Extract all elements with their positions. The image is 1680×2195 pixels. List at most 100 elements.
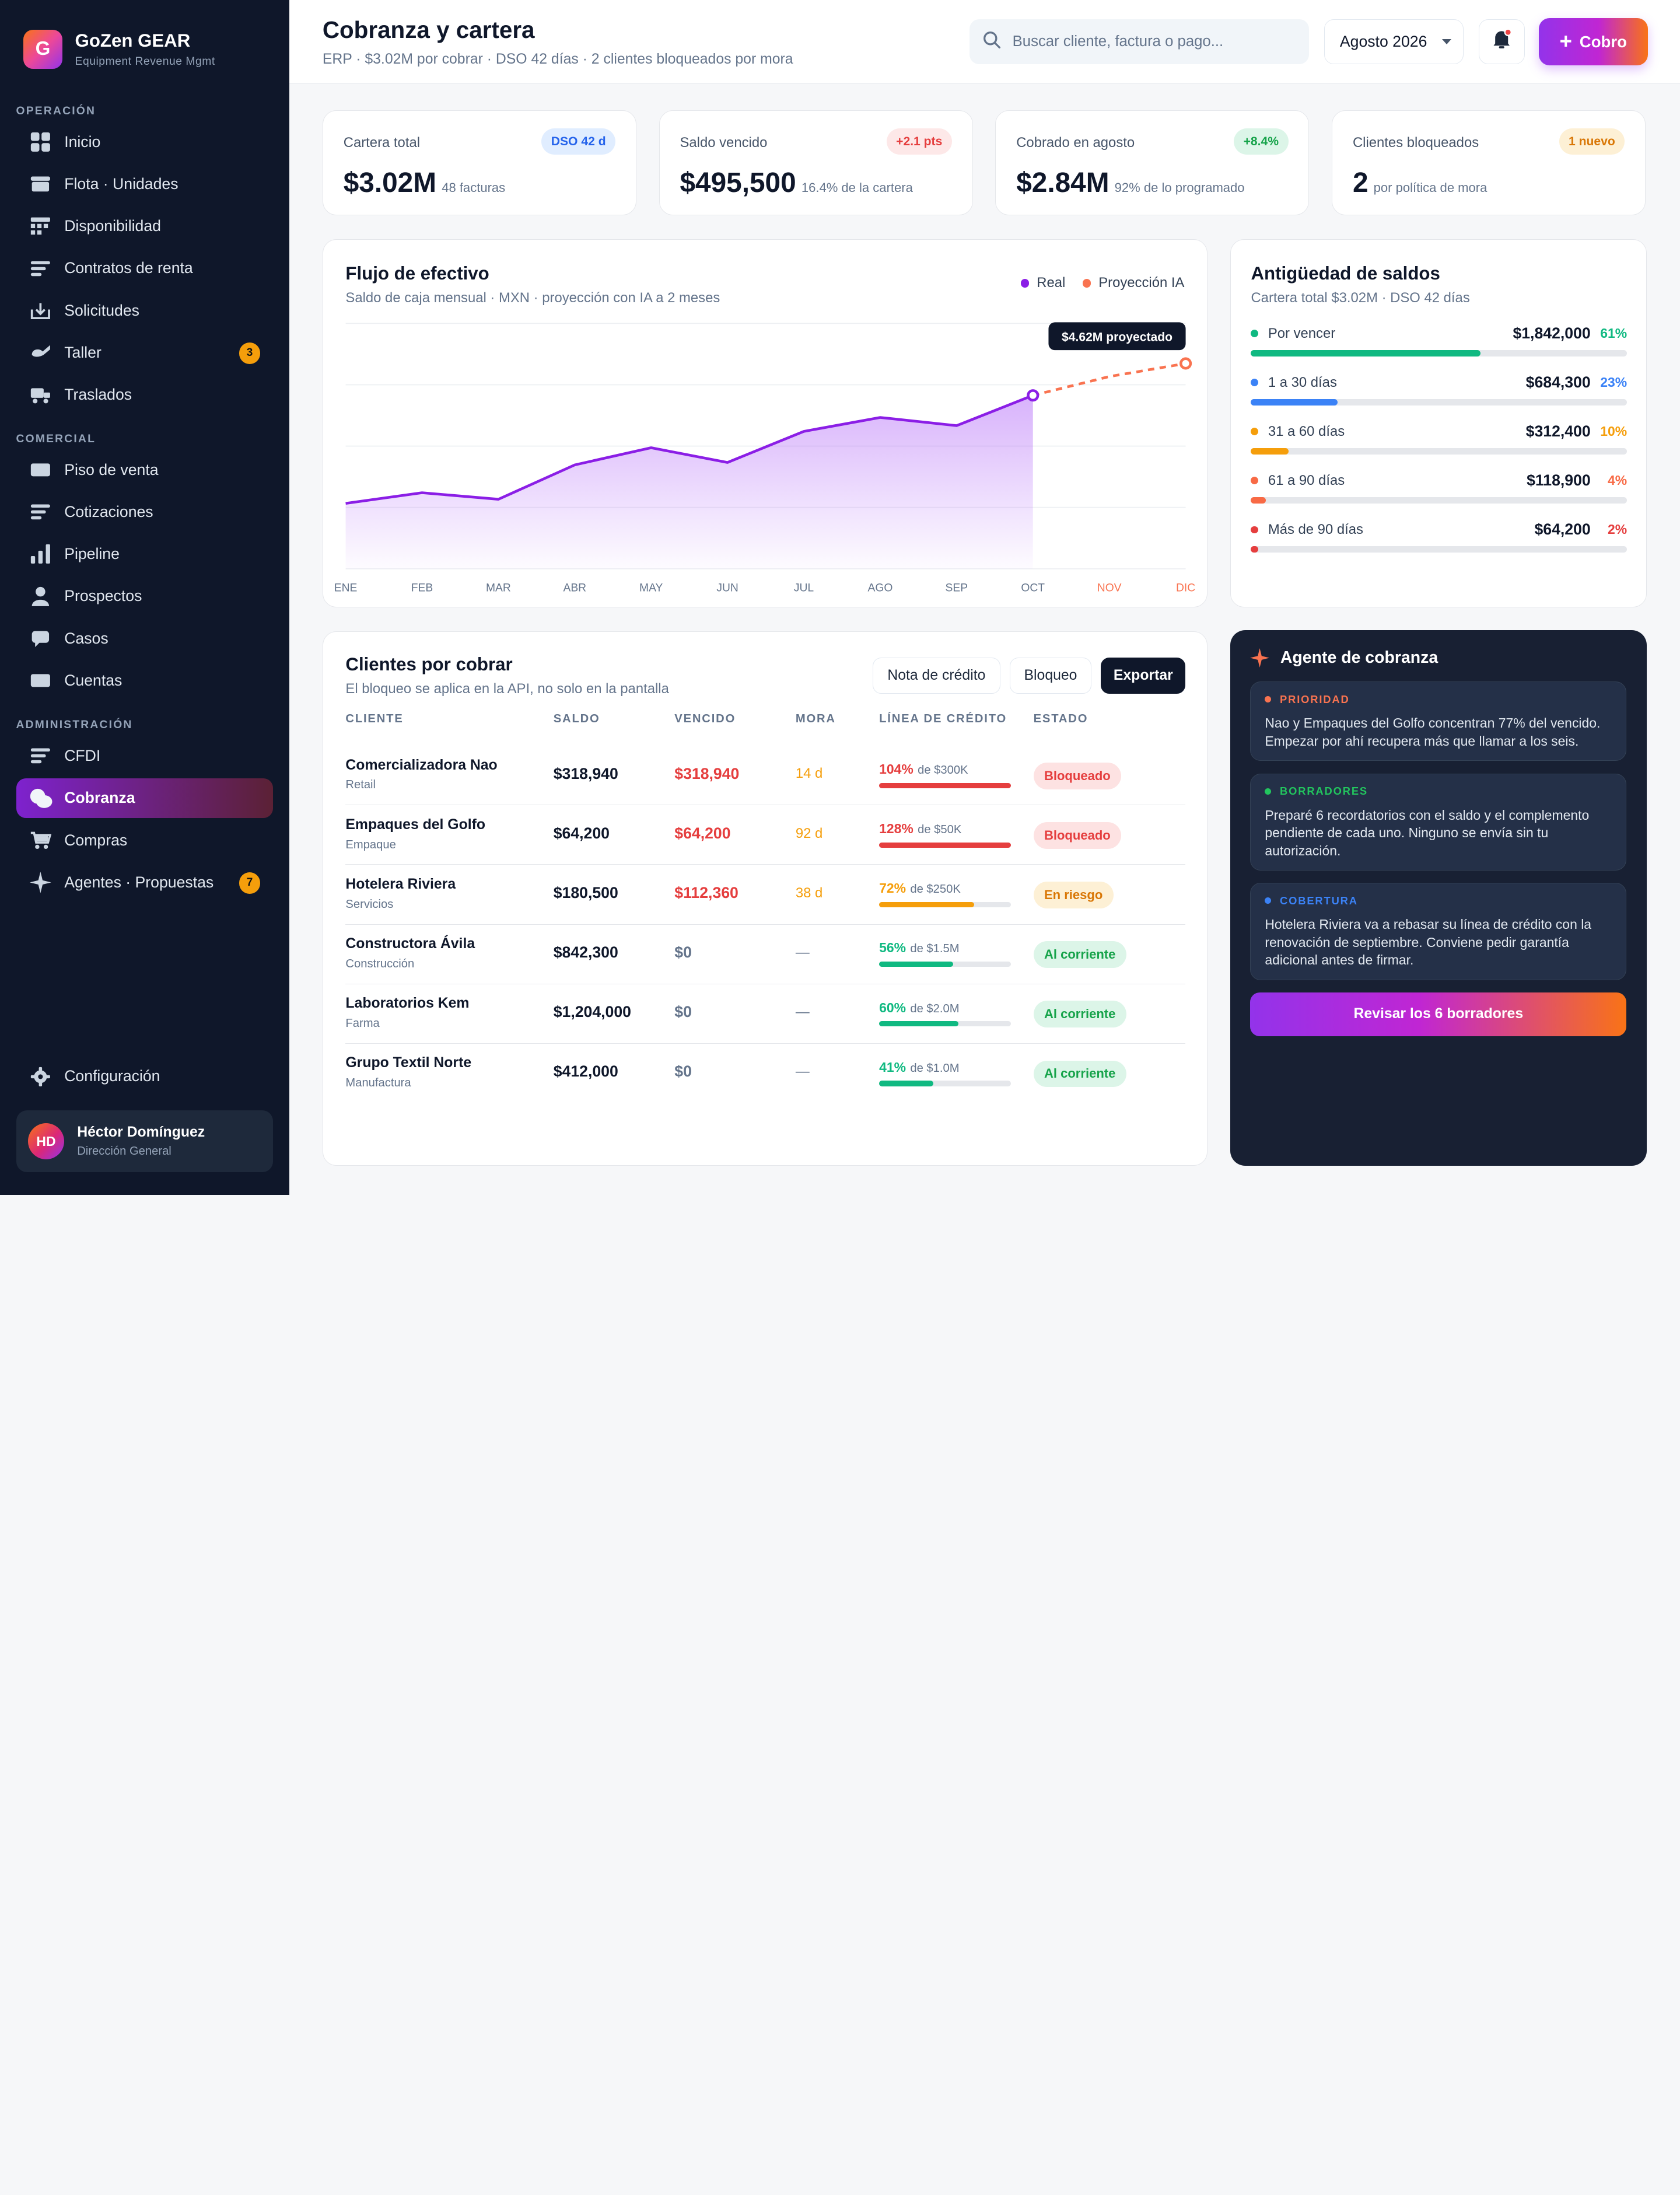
aging-bar-track bbox=[1251, 399, 1627, 406]
credit-usage: 104%de $300K bbox=[879, 761, 968, 777]
sidebar-item-label: Flota · Unidades bbox=[64, 175, 178, 193]
sidebar-item-casos[interactable]: Casos bbox=[16, 618, 274, 658]
credit-limit: de $300K bbox=[918, 764, 968, 777]
sidebar-item-solicitudes[interactable]: Solicitudes bbox=[16, 291, 274, 330]
x-tick-label: JUN bbox=[716, 582, 738, 594]
sidebar-item-disponibilidad[interactable]: Disponibilidad bbox=[16, 207, 274, 246]
new-payment-label: Cobro bbox=[1580, 33, 1627, 51]
credit-note-button[interactable]: Nota de crédito bbox=[873, 658, 1000, 694]
sidebar-item-label: Prospectos bbox=[64, 587, 142, 605]
sidebar-item-cuentas[interactable]: Cuentas bbox=[16, 660, 274, 700]
sidebar-item-cfdi[interactable]: CFDI bbox=[16, 736, 274, 776]
chat-icon bbox=[29, 627, 52, 650]
sidebar-item-inicio[interactable]: Inicio bbox=[16, 122, 274, 162]
calendar-dots-icon bbox=[29, 215, 52, 238]
page-subtitle: ERP · $3.02M por cobrar · DSO 42 días · … bbox=[323, 51, 793, 68]
client-sector: Manufactura bbox=[345, 1076, 411, 1090]
x-tick-label: JUL bbox=[794, 582, 814, 594]
aging-amount: $684,300 bbox=[1526, 373, 1591, 392]
list-icon bbox=[29, 745, 52, 768]
credit-percent: 60% bbox=[879, 1000, 906, 1015]
kpi-value: $495,500 bbox=[680, 167, 796, 198]
brand[interactable]: G GoZen GEAR Equipment Revenue Mgmt bbox=[23, 30, 215, 68]
credit-limit: de $1.0M bbox=[910, 1062, 959, 1075]
status-badge: Al corriente bbox=[1034, 941, 1126, 968]
transfer-truck-icon bbox=[29, 383, 52, 406]
sidebar-item-label: Compras bbox=[64, 831, 127, 850]
balance-value: $64,200 bbox=[554, 824, 610, 843]
card-icon bbox=[29, 669, 52, 692]
period-select[interactable]: Agosto 2026 bbox=[1324, 19, 1464, 64]
sidebar-item-pipeline[interactable]: Pipeline bbox=[16, 534, 274, 574]
sidebar-item-label: Contratos de renta bbox=[64, 259, 193, 277]
sidebar-item-contratos-de-renta[interactable]: Contratos de renta bbox=[16, 249, 274, 288]
sidebar-item-cobranza[interactable]: Cobranza bbox=[16, 778, 274, 818]
sidebar-item-compras[interactable]: Compras bbox=[16, 820, 274, 860]
data-point-projection-last[interactable] bbox=[1181, 358, 1191, 368]
x-tick-label: ENE bbox=[334, 582, 358, 594]
sidebar-item-flota-unidades[interactable]: Flota · Unidades bbox=[16, 165, 274, 204]
tooltip-text: $4.62M proyectado bbox=[1062, 330, 1172, 344]
aging-label: 1 a 30 días bbox=[1251, 375, 1336, 391]
search-input[interactable]: Buscar cliente, factura o pago... bbox=[970, 19, 1309, 64]
sidebar-item-label: Casos bbox=[64, 630, 108, 648]
notifications-button[interactable] bbox=[1479, 19, 1525, 64]
tag-dot bbox=[1265, 696, 1271, 702]
client-sector: Construcción bbox=[345, 957, 414, 971]
credit-limit: de $250K bbox=[910, 883, 960, 896]
credit-percent: 56% bbox=[879, 940, 906, 955]
days-late: 38 d bbox=[796, 885, 822, 901]
status-badge: En riesgo bbox=[1034, 882, 1114, 908]
x-tick-label: MAY bbox=[639, 582, 663, 594]
credit-bar-track bbox=[879, 843, 1011, 848]
new-payment-button[interactable]: + Cobro bbox=[1539, 18, 1648, 65]
app-root: G GoZen GEAR Equipment Revenue Mgmt OPER… bbox=[0, 0, 1680, 1195]
days-late: 92 d bbox=[796, 826, 822, 842]
credit-usage: 41%de $1.0M bbox=[879, 1060, 959, 1075]
aging-amount: $312,400 bbox=[1526, 422, 1591, 441]
aging-dot bbox=[1251, 477, 1258, 484]
kpi-badge: +8.4% bbox=[1234, 128, 1288, 155]
clients-title: Clientes por cobrar bbox=[345, 654, 512, 675]
sidebar-section-title: ADMINISTRACIÓN bbox=[16, 719, 133, 732]
balance-value: $842,300 bbox=[554, 943, 618, 962]
grid-icon bbox=[29, 130, 52, 153]
sidebar-item-configuracion[interactable]: Configuración bbox=[16, 1057, 274, 1096]
client-name: Constructora Ávila bbox=[345, 936, 475, 952]
credit-bar-track bbox=[879, 902, 1011, 907]
block-button[interactable]: Bloqueo bbox=[1010, 658, 1091, 694]
sidebar-item-prospectos[interactable]: Prospectos bbox=[16, 576, 274, 616]
data-point-real-last[interactable] bbox=[1028, 390, 1038, 400]
client-sector: Retail bbox=[345, 778, 376, 792]
credit-usage: 72%de $250K bbox=[879, 880, 961, 896]
sidebar-item-label: Cotizaciones bbox=[64, 503, 153, 521]
review-drafts-button[interactable]: Revisar los 6 borradores bbox=[1250, 992, 1626, 1036]
bar-chart-icon bbox=[29, 543, 52, 566]
agent-insight-text: Preparé 6 recordatorios con el saldo y e… bbox=[1265, 806, 1612, 859]
sidebar-item-piso-de-venta[interactable]: Piso de venta bbox=[16, 450, 274, 490]
user-profile[interactable]: HD Héctor Domínguez Dirección General bbox=[16, 1110, 274, 1173]
days-late: — bbox=[796, 945, 810, 961]
status-badge: Bloqueado bbox=[1034, 763, 1122, 789]
bell-icon bbox=[1490, 27, 1513, 55]
sidebar-item-traslados[interactable]: Traslados bbox=[16, 375, 274, 414]
sidebar-item-label: Pipeline bbox=[64, 545, 120, 563]
sidebar-item-cotizaciones[interactable]: Cotizaciones bbox=[16, 492, 274, 532]
status-badge: Bloqueado bbox=[1034, 822, 1122, 849]
kpi-note: por política de mora bbox=[1374, 180, 1488, 195]
export-button[interactable]: Exportar bbox=[1101, 658, 1185, 694]
credit-bar-track bbox=[879, 783, 1011, 788]
